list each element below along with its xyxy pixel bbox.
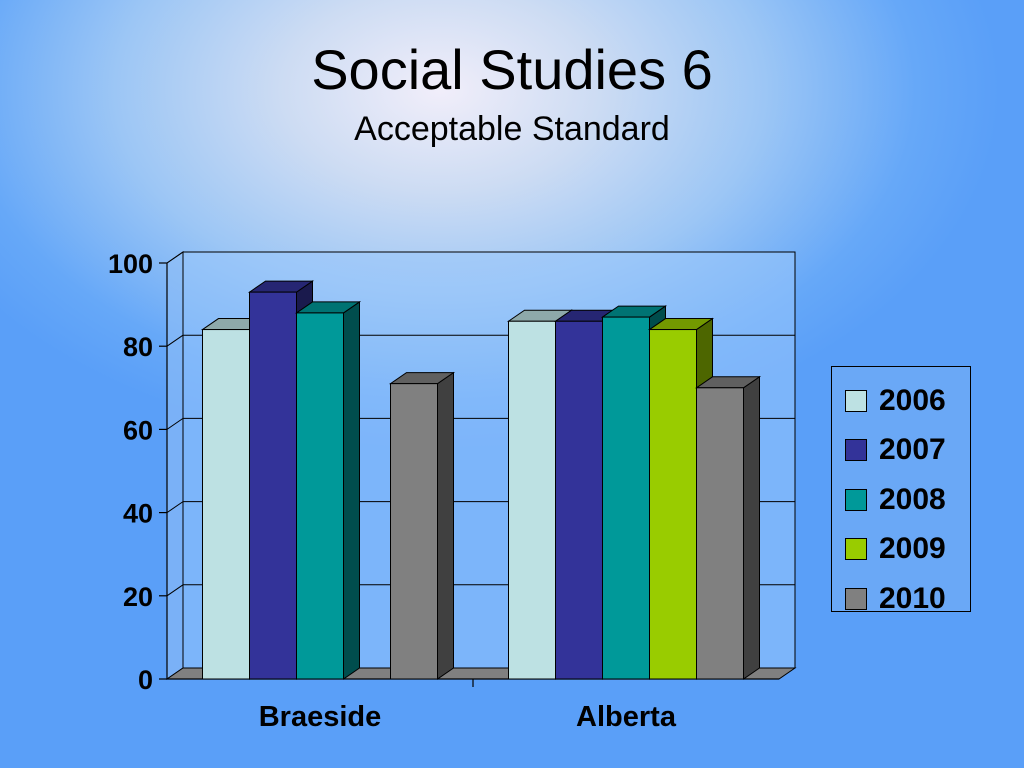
bar-braeside-2008 — [294, 300, 362, 680]
bar-front — [390, 383, 438, 680]
y-tick-label: 40 — [123, 499, 153, 529]
slide-subtitle: Acceptable Standard — [354, 110, 670, 148]
bar-side — [743, 375, 760, 680]
legend-swatch — [845, 439, 867, 462]
axis-labels: 0 20 40 60 80 100 Braeside Alberta — [108, 249, 677, 733]
y-tick-label: 100 — [108, 249, 153, 279]
y-tick-label: 0 — [138, 665, 153, 695]
bar-front — [508, 320, 556, 680]
bar-front — [555, 320, 603, 680]
y-tick-label: 60 — [123, 415, 153, 445]
legend-label: 2008 — [879, 482, 946, 516]
legend-swatch — [845, 389, 867, 412]
gridline-side — [166, 417, 184, 430]
bar-side — [437, 371, 454, 680]
bar-alberta-2010 — [694, 375, 762, 680]
legend-swatch — [845, 488, 867, 511]
legend-label: 2010 — [879, 581, 946, 615]
bar-front — [202, 329, 250, 680]
bars — [200, 280, 762, 680]
legend-item: 2009 — [832, 525, 970, 575]
legend-label: 2006 — [879, 383, 946, 417]
bar-side — [343, 300, 360, 680]
legend-label: 2009 — [879, 532, 946, 566]
bar-front — [296, 312, 344, 680]
gridline-side — [166, 251, 184, 264]
bar-front — [696, 387, 744, 680]
legend-swatch — [845, 587, 867, 610]
y-tick-label: 80 — [123, 332, 153, 362]
side-wall — [166, 251, 184, 680]
y-tick-label: 20 — [123, 582, 153, 612]
legend-item: 2010 — [832, 574, 970, 624]
chart-legend: 2006 2007 2008 2009 2010 — [831, 366, 971, 615]
bar-front — [649, 329, 697, 680]
gridline-side — [166, 501, 184, 514]
x-category-label: Braeside — [259, 701, 382, 733]
legend-item: 2008 — [832, 475, 970, 525]
gridline-side — [166, 584, 184, 597]
legend-item: 2006 — [832, 376, 970, 426]
bar-braeside-2010 — [388, 371, 456, 680]
x-category-label: Alberta — [576, 701, 677, 733]
legend-item: 2007 — [832, 426, 970, 476]
gridline-side — [166, 334, 184, 347]
slide-title: Social Studies 6 — [311, 38, 713, 101]
legend-swatch — [845, 538, 867, 561]
bar-front — [249, 291, 297, 680]
legend-label: 2007 — [879, 433, 946, 467]
bar-front — [602, 316, 650, 680]
